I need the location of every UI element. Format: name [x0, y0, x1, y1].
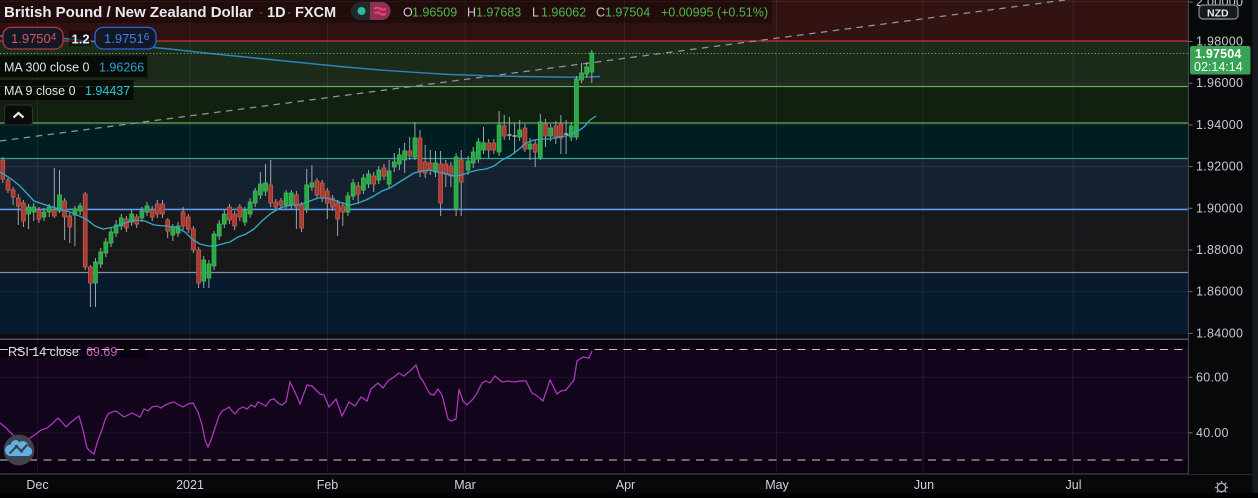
svg-text:1.97516: 1.97516	[104, 31, 150, 46]
svg-text:60.00: 60.00	[1196, 370, 1229, 384]
svg-text:May: May	[765, 478, 789, 492]
svg-text:1.97504: 1.97504	[605, 6, 650, 20]
svg-text:1.97504: 1.97504	[1195, 47, 1242, 61]
svg-text:1D: 1D	[267, 5, 286, 21]
svg-text:1.96000: 1.96000	[1196, 76, 1243, 90]
svg-text:Dec: Dec	[26, 478, 48, 492]
svg-text:H: H	[467, 6, 476, 20]
svg-text:·: ·	[287, 5, 291, 19]
svg-text:1.92000: 1.92000	[1196, 160, 1243, 174]
svg-text:1.94000: 1.94000	[1196, 118, 1243, 132]
svg-text:1.96062: 1.96062	[541, 6, 586, 20]
svg-text:·: ·	[259, 5, 263, 19]
svg-text:1.86000: 1.86000	[1196, 285, 1243, 299]
svg-text:69.69: 69.69	[86, 345, 117, 359]
svg-text:Feb: Feb	[317, 478, 339, 492]
svg-text:1.96509: 1.96509	[412, 6, 457, 20]
svg-text:1.96266: 1.96266	[99, 61, 144, 75]
svg-text:02:14:14: 02:14:14	[1194, 60, 1243, 74]
svg-text:+0.00995 (+0.51%): +0.00995 (+0.51%)	[661, 6, 768, 20]
svg-text:C: C	[596, 6, 605, 20]
svg-text:British Pound / New Zealand Do: British Pound / New Zealand Dollar	[4, 4, 253, 21]
svg-text:NZD: NZD	[1207, 8, 1229, 20]
svg-text:Jun: Jun	[914, 478, 934, 492]
svg-text:2021: 2021	[176, 478, 204, 492]
svg-text:Mar: Mar	[454, 478, 476, 492]
svg-text:1.94437: 1.94437	[85, 84, 130, 98]
svg-text:MA 300 close 0: MA 300 close 0	[4, 61, 90, 75]
svg-text:1.2: 1.2	[72, 32, 90, 47]
svg-text:Apr: Apr	[616, 478, 635, 492]
svg-text:1.97504: 1.97504	[11, 31, 57, 46]
svg-text:1.90000: 1.90000	[1196, 201, 1243, 215]
svg-text:RSI 14 close: RSI 14 close	[8, 345, 79, 359]
svg-text:1.88000: 1.88000	[1196, 243, 1243, 257]
svg-text:40.00: 40.00	[1196, 426, 1229, 440]
svg-text:MA 9 close 0: MA 9 close 0	[4, 84, 76, 98]
svg-text:1.97683: 1.97683	[476, 6, 521, 20]
svg-text:1.84000: 1.84000	[1196, 326, 1243, 340]
svg-text:FXCM: FXCM	[295, 5, 336, 21]
svg-text:Jul: Jul	[1066, 478, 1082, 492]
svg-text:L: L	[532, 6, 539, 20]
